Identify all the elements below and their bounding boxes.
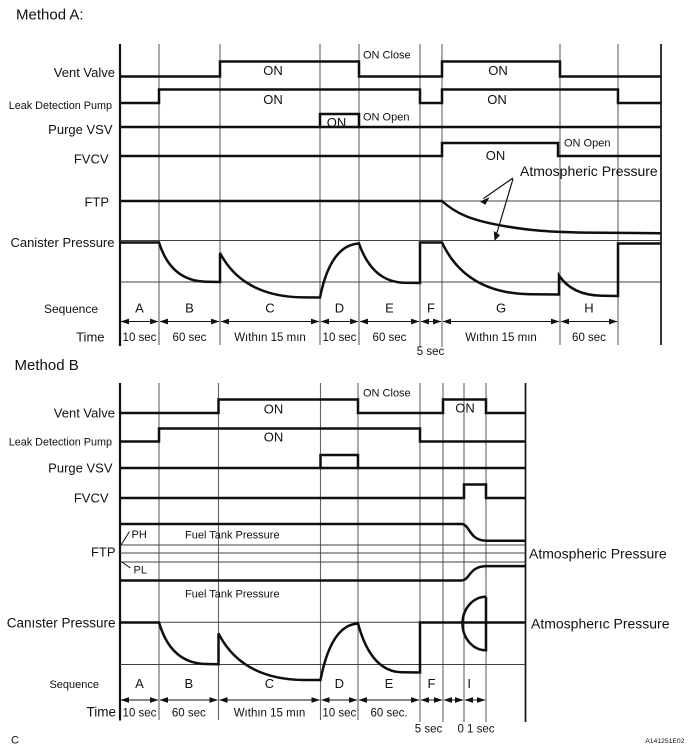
svg-text:10 sec: 10 sec [123, 332, 157, 344]
svg-text:Leak Detection Pump: Leak Detection Pump [9, 437, 112, 449]
svg-text:Purge VSV: Purge VSV [48, 461, 113, 476]
svg-text:ON: ON [263, 92, 283, 107]
svg-text:Vent Valve: Vent Valve [54, 406, 115, 421]
svg-text:I: I [467, 676, 471, 691]
svg-text:Purge VSV: Purge VSV [48, 122, 113, 137]
svg-text:Fuel Tank Pressure: Fuel Tank Pressure [185, 530, 280, 542]
svg-text:ON Close: ON Close [363, 50, 411, 62]
svg-text:FVCV: FVCV [74, 152, 109, 167]
svg-text:B: B [184, 676, 193, 691]
svg-text:E: E [385, 301, 394, 316]
svg-text:A: A [135, 301, 144, 316]
svg-text:Time: Time [76, 330, 104, 345]
svg-text:ON: ON [264, 430, 284, 445]
svg-text:ON: ON [264, 402, 284, 417]
svg-text:60 sec: 60 sec [172, 708, 206, 720]
svg-text:C: C [265, 301, 274, 316]
svg-text:FTP: FTP [91, 545, 116, 560]
svg-text:5 sec: 5 sec [415, 724, 443, 736]
svg-text:FVCV: FVCV [74, 491, 109, 506]
svg-text:A141251E02: A141251E02 [645, 738, 685, 745]
svg-text:Vent Valve: Vent Valve [54, 65, 115, 80]
svg-text:C: C [11, 735, 19, 747]
svg-text:10 sec: 10 sec [322, 708, 356, 720]
svg-text:5 sec: 5 sec [417, 346, 445, 358]
svg-text:Method B: Method B [15, 357, 79, 374]
svg-text:PL: PL [134, 565, 147, 577]
svg-text:F: F [427, 301, 435, 316]
svg-text:ON Open: ON Open [564, 138, 610, 150]
svg-text:A: A [135, 676, 144, 691]
svg-text:Canıster Pressure: Canıster Pressure [7, 616, 116, 631]
svg-text:Wıthın 15 mın: Wıthın 15 mın [234, 332, 306, 344]
svg-text:Atmospheric Pressure: Atmospheric Pressure [529, 546, 667, 562]
svg-text:10 sec: 10 sec [123, 708, 157, 720]
svg-text:ON Open: ON Open [363, 112, 409, 124]
svg-text:60 sec.: 60 sec. [370, 708, 407, 720]
svg-text:ON: ON [455, 401, 475, 416]
svg-text:Method A:: Method A: [16, 7, 84, 24]
svg-text:Wıthın 15 mın: Wıthın 15 mın [234, 708, 306, 720]
svg-text:Wıthın 15 mın: Wıthın 15 mın [465, 332, 537, 344]
svg-text:Sequence: Sequence [44, 302, 98, 316]
svg-text:F: F [428, 676, 436, 691]
svg-text:Atmospherıc Pressure: Atmospherıc Pressure [531, 616, 670, 632]
svg-text:ON: ON [488, 63, 508, 78]
svg-text:ON: ON [263, 63, 283, 78]
svg-text:60 sec: 60 sec [572, 332, 606, 344]
svg-text:D: D [335, 301, 344, 316]
svg-text:ON: ON [327, 115, 347, 130]
svg-text:0 1 sec: 0 1 sec [457, 724, 494, 736]
svg-text:FTP: FTP [84, 195, 109, 210]
svg-text:H: H [584, 301, 593, 316]
svg-text:C: C [265, 676, 274, 691]
svg-text:ON: ON [487, 92, 507, 107]
svg-text:Time: Time [87, 705, 117, 720]
svg-text:Canister Pressure: Canister Pressure [10, 235, 114, 250]
svg-text:E: E [385, 676, 394, 691]
svg-text:D: D [335, 676, 344, 691]
svg-text:Sequence: Sequence [49, 679, 99, 691]
svg-text:Fuel Tank Pressure: Fuel Tank Pressure [185, 589, 280, 601]
svg-text:60 sec: 60 sec [173, 332, 207, 344]
svg-text:ON Close: ON Close [363, 388, 411, 400]
svg-text:10 sec: 10 sec [323, 332, 357, 344]
svg-text:Leak Detection Pump: Leak Detection Pump [9, 100, 112, 112]
svg-text:ON: ON [486, 148, 506, 163]
svg-text:Atmospheric Pressure: Atmospheric Pressure [520, 163, 658, 179]
svg-text:G: G [496, 301, 506, 316]
svg-text:B: B [185, 301, 194, 316]
svg-text:PH: PH [132, 529, 147, 541]
svg-text:60 sec: 60 sec [373, 332, 407, 344]
